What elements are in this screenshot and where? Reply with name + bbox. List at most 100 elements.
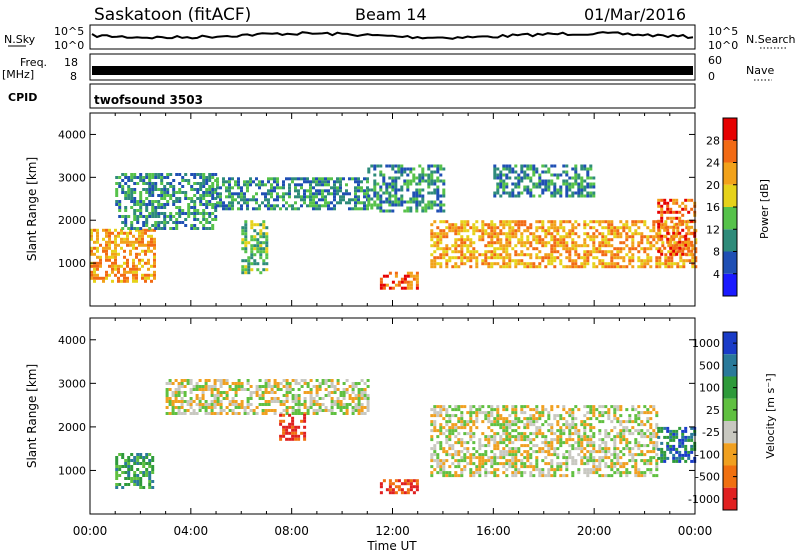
data-cell	[613, 471, 617, 475]
data-cell	[288, 388, 292, 391]
data-cell	[541, 450, 545, 454]
data-cell	[583, 253, 587, 257]
data-cell	[394, 194, 398, 198]
data-cell	[601, 259, 605, 263]
data-cell	[690, 240, 694, 244]
data-cell	[246, 412, 250, 415]
data-cell	[324, 406, 328, 409]
data-cell	[213, 397, 217, 400]
data-cell	[237, 192, 240, 196]
data-cell	[457, 441, 461, 445]
data-cell	[562, 474, 566, 478]
data-cell	[336, 400, 340, 403]
data-cell	[451, 408, 455, 412]
data-cell	[348, 198, 351, 202]
data-cell	[183, 379, 187, 382]
data-cell	[180, 382, 184, 385]
data-cell	[541, 423, 545, 427]
data-cell	[595, 459, 599, 463]
data-cell	[273, 391, 277, 394]
data-cell	[241, 265, 245, 269]
data-cell	[241, 226, 245, 230]
data-cell	[565, 426, 569, 430]
data-cell	[541, 238, 545, 242]
data-cell	[502, 232, 506, 236]
data-cell	[574, 164, 578, 168]
data-cell	[508, 238, 512, 242]
data-cell	[481, 456, 485, 460]
data-cell	[628, 256, 632, 260]
data-cell	[130, 227, 134, 230]
data-cell	[574, 226, 578, 230]
data-cell	[348, 385, 352, 388]
data-cell	[253, 238, 257, 242]
data-cell	[385, 209, 389, 213]
data-cell	[202, 173, 206, 176]
data-cell	[264, 382, 268, 385]
data-cell	[490, 414, 494, 418]
colorbar-tick-label: 8	[713, 246, 720, 259]
data-cell	[559, 220, 563, 224]
data-cell	[303, 406, 307, 409]
data-cell	[196, 218, 200, 221]
data-cell	[388, 286, 392, 290]
data-cell	[433, 426, 437, 430]
data-cell	[496, 188, 500, 192]
data-cell	[538, 250, 542, 254]
data-cell	[127, 456, 131, 459]
data-cell	[121, 465, 125, 468]
data-cell	[136, 468, 140, 471]
data-cell	[598, 474, 602, 478]
data-cell	[436, 170, 440, 174]
data-cell	[666, 240, 670, 244]
data-cell	[136, 221, 140, 224]
data-cell	[379, 173, 383, 177]
data-cell	[616, 232, 620, 236]
data-cell	[154, 224, 158, 227]
data-cell	[321, 195, 324, 199]
data-cell	[253, 223, 257, 227]
data-cell	[687, 453, 691, 457]
data-cell	[351, 388, 355, 391]
data-cell	[363, 177, 366, 181]
data-cell	[430, 420, 434, 424]
data-cell	[490, 435, 494, 439]
data-cell	[472, 432, 476, 436]
data-cell	[640, 435, 644, 439]
data-cell	[678, 456, 682, 460]
data-cell	[151, 182, 155, 185]
data-cell	[562, 229, 566, 233]
data-cell	[583, 185, 587, 189]
data-cell	[463, 459, 467, 463]
data-cell	[142, 486, 146, 489]
data-cell	[288, 382, 292, 385]
data-cell	[520, 465, 524, 469]
data-cell	[148, 477, 152, 480]
data-cell	[684, 450, 688, 454]
data-cell	[520, 259, 524, 263]
data-cell	[643, 474, 647, 478]
data-cell	[96, 276, 99, 280]
data-cell	[568, 450, 572, 454]
data-cell	[607, 417, 611, 421]
data-cell	[108, 246, 111, 250]
data-cell	[244, 235, 248, 239]
data-cell	[136, 483, 140, 486]
data-cell	[400, 277, 404, 281]
data-cell	[234, 192, 237, 196]
data-cell	[276, 198, 279, 202]
colorbar-tick-label: -100	[695, 448, 720, 461]
data-cell	[586, 170, 590, 174]
data-cell	[312, 403, 316, 406]
data-cell	[318, 388, 322, 391]
data-cell	[463, 447, 467, 451]
data-cell	[652, 444, 656, 448]
data-cell	[610, 438, 614, 442]
data-cell	[138, 252, 141, 256]
data-cell	[400, 170, 404, 174]
data-cell	[267, 192, 270, 196]
data-cell	[499, 176, 503, 180]
data-cell	[400, 173, 404, 177]
data-cell	[412, 191, 416, 195]
data-cell	[496, 256, 500, 260]
